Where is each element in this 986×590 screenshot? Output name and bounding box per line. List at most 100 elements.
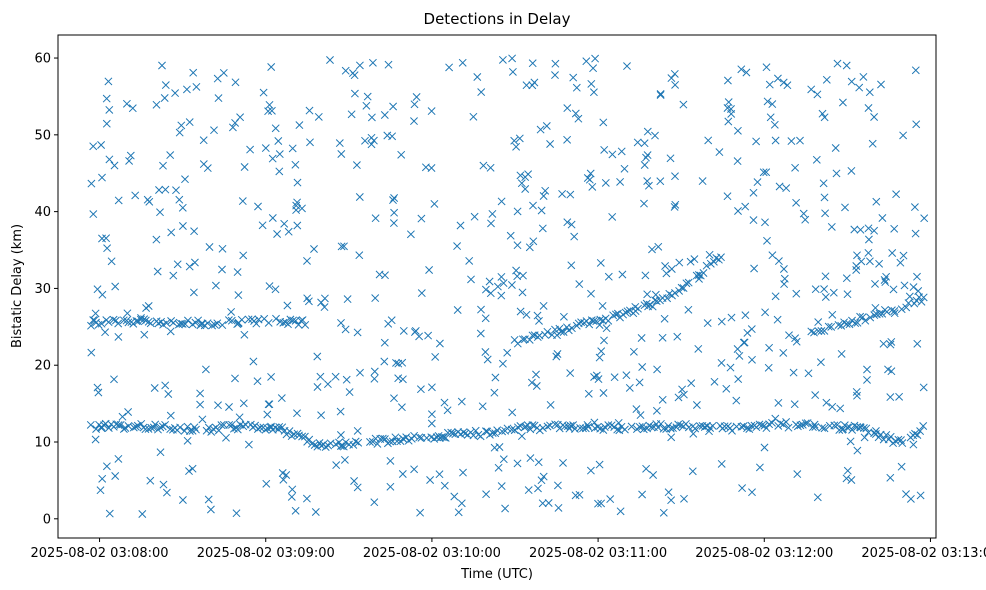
- data-point: [855, 83, 864, 92]
- data-point: [811, 422, 820, 431]
- data-point: [485, 277, 494, 286]
- data-point: [782, 418, 791, 426]
- data-point: [538, 224, 547, 233]
- data-point: [559, 312, 568, 321]
- data-point: [310, 245, 318, 253]
- data-point: [183, 316, 192, 325]
- data-point: [587, 79, 596, 88]
- data-point: [488, 209, 497, 218]
- data-point: [453, 242, 462, 251]
- data-point: [755, 420, 764, 429]
- data-point: [526, 454, 535, 463]
- data-point: [277, 394, 286, 403]
- data-point: [370, 367, 379, 376]
- data-point: [210, 320, 219, 329]
- data-point: [644, 181, 653, 190]
- data-point: [156, 423, 165, 432]
- data-point: [156, 208, 164, 217]
- data-point: [386, 437, 394, 446]
- data-point: [190, 423, 199, 432]
- data-point: [793, 422, 802, 431]
- data-point: [388, 132, 397, 141]
- data-point: [430, 199, 439, 208]
- data-point: [799, 209, 808, 218]
- data-point: [715, 148, 724, 157]
- data-point: [161, 185, 170, 194]
- data-point: [780, 274, 789, 283]
- data-point: [567, 220, 576, 229]
- data-point: [335, 139, 344, 148]
- data-point: [393, 437, 401, 446]
- data-point: [533, 311, 542, 320]
- data-point: [227, 420, 236, 429]
- data-point: [691, 424, 700, 433]
- data-point: [820, 193, 829, 202]
- data-point: [771, 136, 780, 145]
- data-point: [166, 151, 175, 160]
- data-point: [94, 388, 103, 397]
- data-point: [571, 109, 580, 118]
- data-point: [666, 154, 675, 163]
- data-point: [647, 423, 656, 432]
- data-point: [362, 101, 371, 110]
- data-point: [591, 54, 600, 63]
- data-point: [604, 272, 613, 281]
- data-point: [763, 236, 771, 245]
- data-point: [501, 504, 510, 513]
- data-point: [726, 363, 735, 372]
- data-point: [435, 470, 444, 479]
- data-point: [594, 375, 603, 384]
- data-point: [137, 419, 146, 428]
- data-point: [109, 315, 118, 324]
- data-point: [623, 307, 632, 316]
- data-point: [190, 227, 199, 236]
- data-point: [178, 319, 187, 328]
- data-point: [743, 424, 751, 433]
- data-point: [787, 137, 796, 146]
- data-point: [642, 153, 650, 162]
- data-point: [140, 330, 149, 339]
- data-point: [239, 251, 248, 260]
- data-point: [218, 265, 226, 274]
- data-point: [554, 503, 563, 512]
- data-point: [448, 429, 457, 438]
- data-point: [899, 131, 908, 140]
- data-point: [169, 318, 178, 327]
- data-point: [610, 373, 619, 382]
- data-point: [838, 98, 847, 107]
- data-point: [286, 315, 295, 324]
- data-point: [204, 495, 213, 504]
- data-point: [842, 61, 851, 70]
- data-point: [172, 186, 180, 195]
- data-point: [473, 73, 482, 81]
- data-point: [427, 164, 436, 172]
- data-point: [341, 325, 350, 334]
- data-point: [104, 77, 113, 86]
- data-point: [749, 216, 758, 225]
- data-point: [138, 510, 147, 518]
- data-point: [865, 257, 874, 266]
- data-point: [218, 244, 227, 253]
- data-point: [814, 318, 823, 327]
- data-point: [865, 88, 874, 97]
- data-point: [792, 289, 801, 298]
- data-point: [535, 316, 543, 325]
- data-point: [366, 438, 374, 446]
- data-point: [497, 291, 506, 300]
- data-point: [703, 319, 712, 328]
- data-point: [218, 321, 227, 330]
- data-point: [278, 423, 287, 432]
- data-point: [116, 420, 125, 429]
- data-point: [546, 140, 555, 148]
- data-point: [635, 423, 644, 431]
- data-point: [801, 419, 810, 428]
- data-point: [627, 422, 636, 431]
- data-point: [302, 494, 311, 503]
- data-point: [843, 423, 852, 432]
- data-point: [601, 178, 610, 187]
- data-point: [196, 389, 205, 398]
- data-point: [581, 424, 590, 433]
- x-tick-label: 2025-08-02 03:10:00: [363, 546, 501, 561]
- data-point: [559, 458, 567, 467]
- data-point: [467, 275, 475, 284]
